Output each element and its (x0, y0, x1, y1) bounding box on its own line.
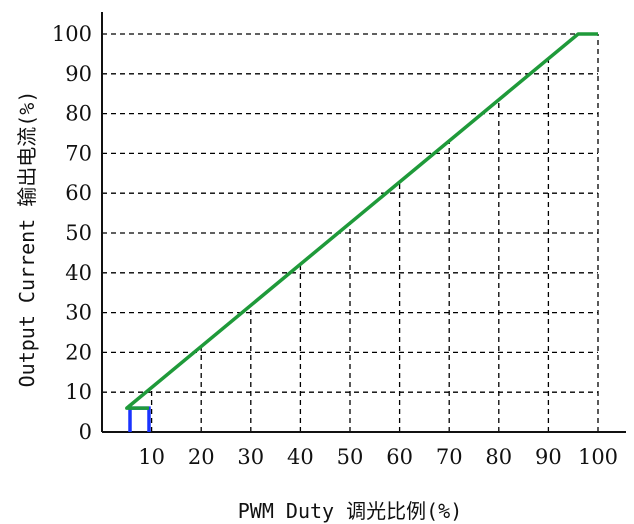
y-tick-label-30: 30 (65, 301, 92, 325)
x-tick-label-50: 50 (337, 445, 364, 469)
axes (101, 12, 626, 433)
x-tick-label-90: 90 (535, 445, 562, 469)
series-layer (125, 32, 598, 432)
y-tick-label-100: 100 (52, 22, 92, 46)
y-tick-label-10: 10 (65, 380, 92, 404)
x-tick-label-40: 40 (287, 445, 314, 469)
tick-labels: 0 10 20 30 40 50 60 70 80 90 100 10 20 30 40 50 60 70 80 90… (52, 22, 618, 469)
y-tick-label-70: 70 (65, 141, 92, 165)
y-axis-title: Output Current 输出电流(%) (15, 91, 39, 388)
grid-lines (102, 33, 599, 432)
pwm-pulse-marker (128, 406, 151, 432)
y-tick-label-0: 0 (79, 420, 92, 444)
y-tick-label-40: 40 (65, 261, 92, 285)
x-tick-label-30: 30 (237, 445, 264, 469)
y-tick-label-20: 20 (65, 340, 92, 364)
y-tick-label-90: 90 (65, 62, 92, 86)
series-line-output-current (125, 32, 598, 410)
x-tick-label-80: 80 (485, 445, 512, 469)
x-tick-label-60: 60 (386, 445, 413, 469)
x-tick-label-70: 70 (436, 445, 463, 469)
x-tick-label-100: 100 (578, 445, 618, 469)
x-tick-label-10: 10 (138, 445, 165, 469)
y-tick-label-60: 60 (65, 181, 92, 205)
y-tick-label-80: 80 (65, 102, 92, 126)
x-tick-label-20: 20 (188, 445, 215, 469)
x-axis-title: PWM Duty 调光比例(%) (238, 499, 463, 523)
y-tick-label-50: 50 (65, 221, 92, 245)
